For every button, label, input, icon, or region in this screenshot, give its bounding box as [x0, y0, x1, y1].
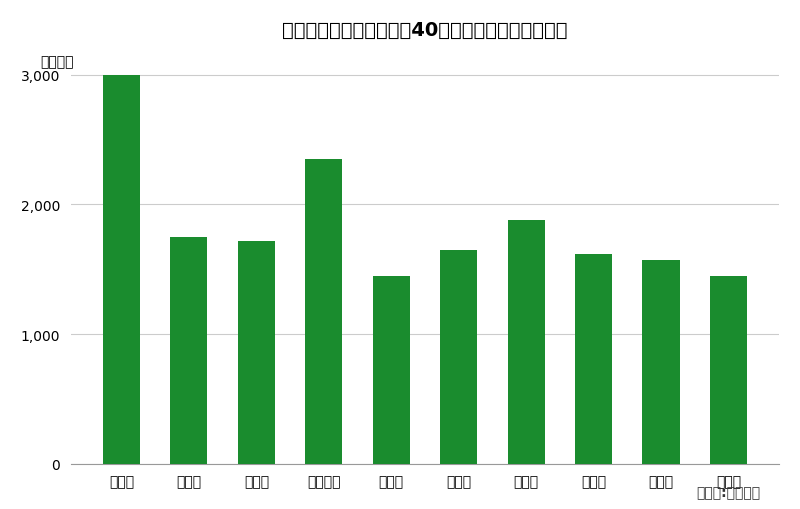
Bar: [170, 237, 207, 464]
Text: 出典元:ウチコミ: 出典元:ウチコミ: [696, 485, 760, 499]
Bar: [575, 254, 612, 464]
Bar: [710, 276, 747, 464]
Bar: [103, 75, 140, 464]
Bar: [440, 250, 478, 464]
Text: （万円）: （万円）: [41, 55, 74, 70]
Bar: [373, 276, 410, 464]
Bar: [306, 160, 342, 464]
Bar: [238, 241, 275, 464]
Bar: [642, 261, 679, 464]
Bar: [507, 220, 545, 464]
Title: 主要都道府県における築40年のマンション平均価格: 主要都道府県における築40年のマンション平均価格: [282, 21, 568, 40]
